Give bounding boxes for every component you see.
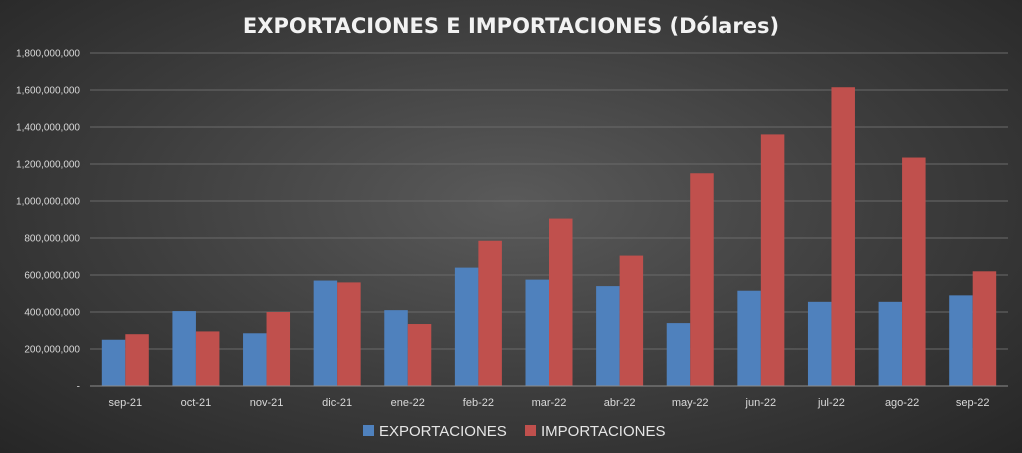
y-tick-label: 400,000,000 [24,308,80,319]
bar-importaciones-may-22 [690,173,714,386]
bar-exportaciones-oct-21 [172,311,196,386]
legend-swatch-importaciones [525,425,536,436]
x-tick-label: ene-22 [391,397,425,409]
bar-exportaciones-dic-21 [313,280,338,386]
bar-importaciones-mar-22 [549,218,573,386]
bar-exportaciones-abr-22 [596,286,620,386]
bar-importaciones-ene-22 [407,324,432,386]
bars [101,87,997,386]
legend-label-importaciones: IMPORTACIONES [541,423,665,440]
legend-swatch-exportaciones [363,425,374,436]
y-tick-label: 800,000,000 [24,234,80,245]
bar-importaciones-sep-21 [125,334,149,386]
y-tick-label: 1,800,000,000 [16,49,80,60]
x-axis-ticks: sep-21 oct-21 nov-21 dic-21 ene-22 feb-22 mar-… [108,397,989,409]
x-tick-label: jul-22 [817,397,845,409]
bar-importaciones-abr-22 [619,255,644,386]
bar-importaciones-jul-22 [831,87,855,386]
x-tick-label: dic-21 [322,397,352,409]
x-tick-label: sep-22 [956,397,990,409]
bar-exportaciones-feb-22 [454,267,479,386]
x-tick-label: may-22 [672,397,709,409]
gridlines [90,52,1008,350]
x-tick-label: mar-22 [532,397,567,409]
bar-exportaciones-jul-22 [807,301,832,386]
y-tick-label: 1,200,000,000 [16,160,80,171]
bar-importaciones-ago-22 [902,157,926,386]
bar-exportaciones-ago-22 [878,301,903,386]
bar-importaciones-jun-22 [760,134,785,386]
legend: EXPORTACIONES IMPORTACIONES [363,423,665,440]
y-tick-label: 1,600,000,000 [16,86,80,97]
y-tick-label: 1,400,000,000 [16,123,80,134]
bar-exportaciones-sep-22 [949,295,973,386]
bar-importaciones-sep-22 [972,271,997,386]
bar-exportaciones-ene-22 [384,310,408,386]
x-tick-label: oct-21 [181,397,212,409]
y-tick-label: 200,000,000 [24,345,80,356]
x-tick-label: jun-22 [745,397,777,409]
y-axis-ticks: - 200,000,000 400,000,000 600,000,000 800,00… [16,49,80,393]
bar-importaciones-nov-21 [266,312,291,386]
bar-exportaciones-sep-21 [101,339,126,386]
bar-importaciones-feb-22 [478,240,502,386]
x-tick-label: feb-22 [463,397,494,409]
x-tick-label: sep-21 [108,397,142,409]
legend-label-exportaciones: EXPORTACIONES [379,423,507,440]
bar-exportaciones-may-22 [666,323,691,386]
chart-title: EXPORTACIONES E IMPORTACIONES (Dólares) [243,14,779,38]
bar-exportaciones-nov-21 [243,333,267,386]
x-tick-label: abr-22 [604,397,636,409]
bar-exportaciones-mar-22 [525,279,549,386]
bar-exportaciones-jun-22 [737,290,761,386]
x-tick-label: nov-21 [250,397,284,409]
bar-importaciones-dic-21 [337,282,361,386]
y-tick-label: 1,000,000,000 [16,197,80,208]
y-tick-label: 600,000,000 [24,271,80,282]
x-tick-label: ago-22 [885,397,919,409]
bar-importaciones-oct-21 [195,331,220,386]
y-tick-label: - [77,382,80,393]
